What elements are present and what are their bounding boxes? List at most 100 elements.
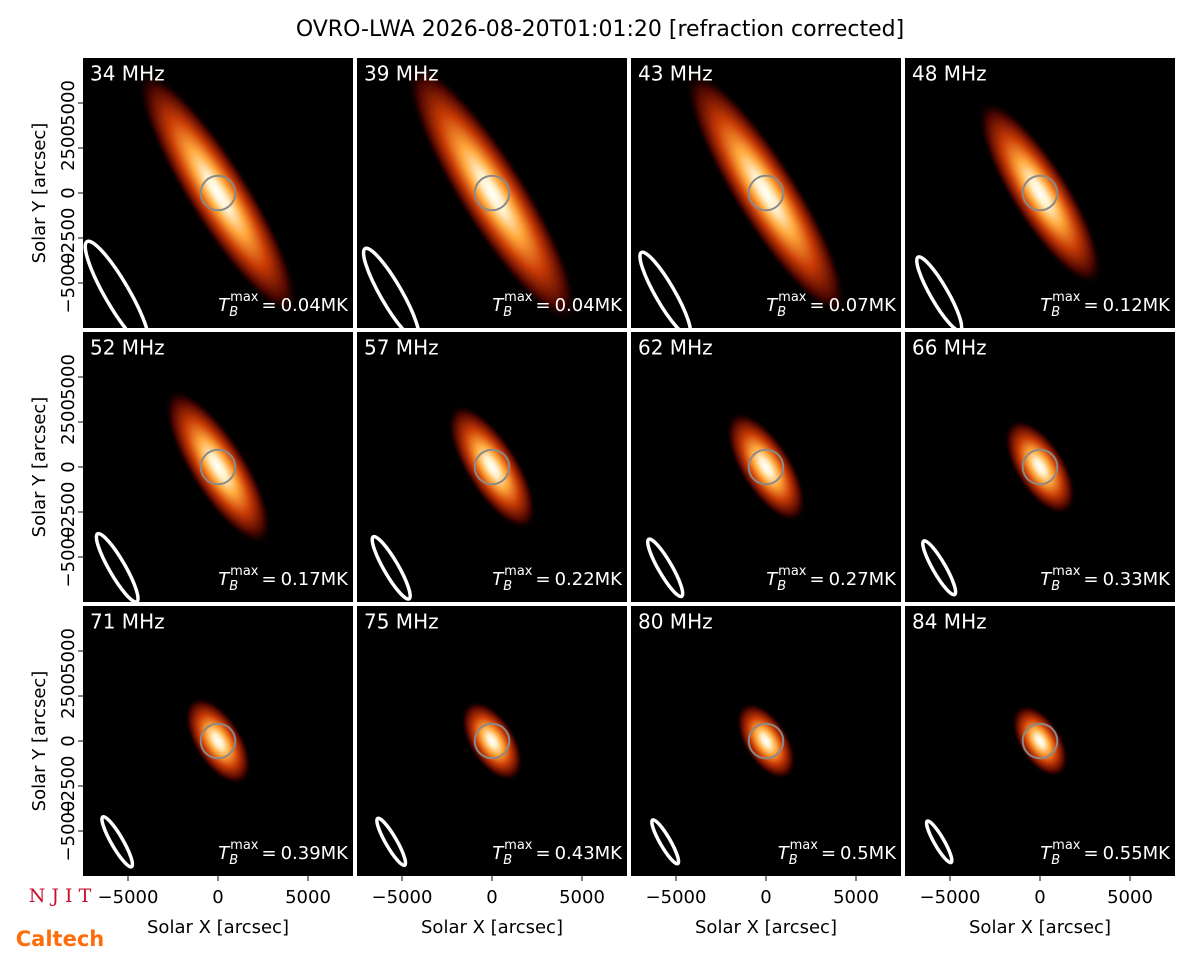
image-area — [645, 411, 807, 599]
panel: 62 MHz TBmax = 0.27MK — [631, 332, 901, 602]
symbol-sup: max — [230, 838, 259, 853]
y-axis-label: Solar Y [arcsec] — [29, 123, 50, 264]
symbol: T — [1040, 569, 1053, 590]
image-area — [921, 419, 1076, 597]
x-tick-label: 5000 — [285, 887, 331, 908]
image-area — [650, 702, 796, 866]
beam — [83, 239, 151, 328]
relation: = — [261, 295, 276, 316]
symbol-sub: B — [229, 579, 238, 594]
tb-max-annotation: TBmax = 0.5MK — [778, 838, 898, 868]
symbol: T — [1040, 843, 1053, 864]
x-tick-label: −5000 — [646, 887, 707, 908]
panel-title: 48 MHz — [912, 62, 987, 86]
emission-source — [137, 69, 299, 317]
symbol-sup: max — [778, 290, 807, 305]
tb-max-value: 0.17MK — [281, 569, 350, 590]
solar-disk — [199, 722, 237, 760]
symbol-sup: max — [230, 290, 259, 305]
symbol-sup: max — [1052, 564, 1081, 579]
symbol: T — [492, 295, 505, 316]
panel-title: 75 MHz — [364, 610, 439, 634]
panel-title: 84 MHz — [912, 610, 987, 634]
image-area — [361, 61, 579, 328]
relation: = — [535, 295, 550, 316]
symbol: T — [492, 569, 505, 590]
panel-title: 43 MHz — [638, 62, 713, 86]
y-tick-label: 5000 — [58, 628, 79, 674]
panel-title: 80 MHz — [638, 610, 713, 634]
y-tick-label: 0 — [58, 187, 79, 198]
relation: = — [261, 843, 276, 864]
y-tick-label: 2500 — [58, 673, 79, 719]
y-tick-label: −2500 — [58, 208, 79, 269]
solar-disk — [473, 174, 511, 212]
x-tick-label: 0 — [1034, 887, 1045, 908]
tb-max-value: 0.22MK — [555, 569, 624, 590]
x-axis-label: Solar X [arcsec] — [147, 917, 289, 938]
y-tick-label: −5000 — [58, 527, 79, 588]
panel-title: 34 MHz — [90, 62, 165, 86]
symbol-sup: max — [778, 564, 807, 579]
solar-disk — [199, 448, 237, 486]
symbol: T — [218, 569, 231, 590]
tb-max-annotation: TBmax = 0.27MK — [766, 564, 897, 594]
tb-max-value: 0.07MK — [829, 295, 898, 316]
emission-source — [977, 100, 1103, 286]
symbol: T — [766, 295, 779, 316]
beam — [924, 819, 954, 865]
tb-max-value: 0.33MK — [1103, 569, 1172, 590]
panel: 75 MHz TBmax = 0.43MK −5000 0 5000 Solar X [arc… — [357, 606, 627, 938]
image-area — [638, 69, 848, 328]
tb-max-annotation: TBmax = 0.04MK — [492, 290, 623, 320]
solar-disk — [747, 174, 785, 212]
tb-max-value: 0.27MK — [829, 569, 898, 590]
tb-max-value: 0.5MK — [840, 843, 897, 864]
tb-max-annotation: TBmax = 0.39MK — [218, 838, 349, 868]
image-area — [915, 100, 1103, 328]
x-tick-label: 5000 — [1107, 887, 1153, 908]
emission-source — [1004, 419, 1076, 515]
beam — [915, 255, 964, 328]
y-tick-label: −5000 — [58, 801, 79, 862]
beam — [645, 537, 685, 599]
solar-disk — [1021, 448, 1059, 486]
emission-source — [184, 697, 252, 785]
symbol-sup: max — [1052, 838, 1081, 853]
symbol-sup: max — [504, 564, 533, 579]
tb-max-value: 0.39MK — [281, 843, 350, 864]
panel-title: 62 MHz — [638, 336, 713, 360]
symbol-sub: B — [1051, 853, 1060, 868]
panel-title: 57 MHz — [364, 336, 439, 360]
beam — [370, 534, 412, 601]
symbol-sup: max — [1052, 290, 1081, 305]
y-tick-label: 0 — [58, 735, 79, 746]
image-area — [375, 700, 524, 868]
panel: 48 MHz TBmax = 0.12MK — [905, 58, 1175, 328]
symbol-sup: max — [790, 838, 819, 853]
image-area — [100, 697, 252, 869]
tb-max-annotation: TBmax = 0.33MK — [1040, 564, 1171, 594]
x-axis-label: Solar X [arcsec] — [969, 917, 1111, 938]
logo-njit: N J I T — [29, 885, 92, 907]
relation: = — [535, 843, 550, 864]
panel: 57 MHz TBmax = 0.22MK — [357, 332, 627, 602]
tb-max-annotation: TBmax = 0.12MK — [1040, 290, 1171, 320]
emission-source — [405, 61, 579, 325]
relation: = — [821, 843, 836, 864]
solar-disk — [199, 174, 237, 212]
x-tick-label: −5000 — [372, 887, 433, 908]
y-tick-label: −2500 — [58, 482, 79, 543]
symbol: T — [492, 843, 505, 864]
emission-source — [725, 411, 807, 523]
x-tick-label: 0 — [486, 887, 497, 908]
y-tick-label: 2500 — [58, 125, 79, 171]
beam — [100, 814, 135, 869]
symbol-sup: max — [504, 290, 533, 305]
relation: = — [809, 295, 824, 316]
tb-max-annotation: TBmax = 0.17MK — [218, 564, 349, 594]
symbol-sup: max — [230, 564, 259, 579]
x-tick-label: 0 — [760, 887, 771, 908]
